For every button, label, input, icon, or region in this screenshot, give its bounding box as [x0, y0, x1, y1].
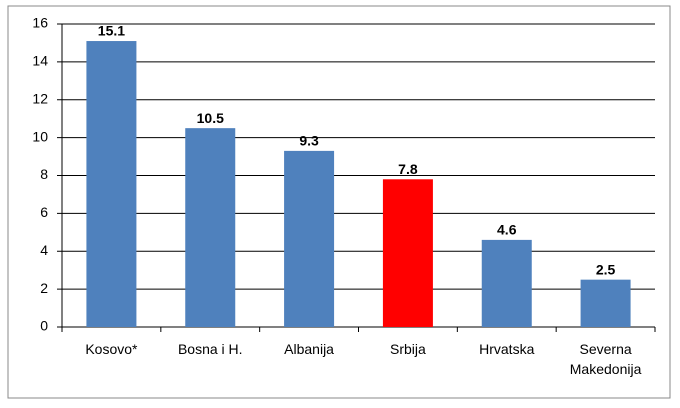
bar: [580, 279, 631, 327]
bar: [86, 41, 137, 327]
value-label: 10.5: [197, 110, 224, 126]
y-tick-label: 16: [32, 15, 48, 31]
x-tick-label: Bosna i H.: [177, 341, 243, 357]
x-tick-label: Srbija: [390, 341, 426, 357]
bar: [185, 128, 236, 327]
value-label: 4.6: [497, 222, 517, 238]
bar: [284, 150, 335, 327]
x-tick-label: Albanija: [284, 341, 334, 357]
y-tick-label: 6: [40, 204, 48, 220]
bar: [481, 239, 532, 327]
y-tick-label: 0: [40, 318, 48, 334]
value-label: 15.1: [98, 23, 125, 39]
bar: [382, 179, 433, 327]
y-tick-label: 10: [32, 128, 48, 144]
y-tick-label: 2: [40, 280, 48, 296]
value-label: 2.5: [596, 261, 616, 277]
y-tick-label: 8: [40, 166, 48, 182]
x-tick-label: Severna Makedonija: [569, 341, 642, 377]
y-tick-label: 14: [32, 53, 48, 69]
y-tick-label: 4: [40, 242, 48, 258]
x-tick-label: Hrvatska: [479, 341, 535, 357]
x-tick-label: Kosovo*: [85, 341, 138, 357]
y-tick-label: 12: [32, 90, 48, 106]
value-label: 9.3: [299, 133, 319, 149]
value-label: 7.8: [398, 161, 418, 177]
